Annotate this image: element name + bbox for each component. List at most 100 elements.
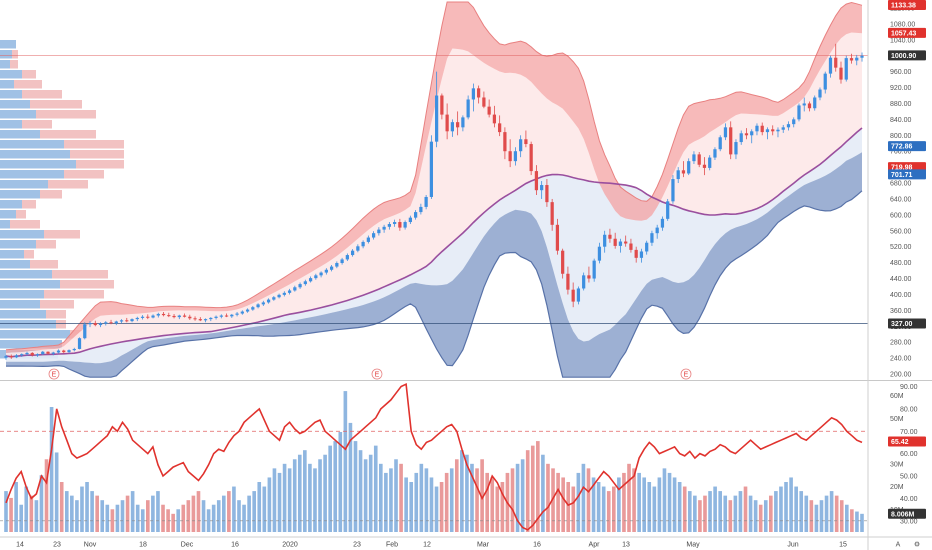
- volume-profile-down-bar: [30, 260, 58, 269]
- candle-body: [193, 318, 197, 320]
- price-badge-label: 1000.90: [891, 53, 916, 60]
- volume-profile-up-bar: [0, 270, 52, 279]
- volume-bar: [216, 500, 221, 532]
- candle-body: [140, 316, 145, 318]
- volume-bar: [4, 491, 8, 532]
- volume-bar: [525, 450, 530, 532]
- volume-bar: [556, 472, 560, 532]
- price-tick-label: 240.00: [890, 356, 912, 363]
- candle-body: [340, 259, 344, 264]
- candle-body: [209, 317, 213, 320]
- candle-body: [603, 234, 607, 247]
- candle-body: [429, 141, 433, 197]
- price-badge: [888, 27, 926, 38]
- volume-bar: [384, 472, 388, 532]
- volume-bar: [591, 477, 596, 532]
- volume-bar: [738, 491, 743, 532]
- rsi-tick-label: 50.00: [900, 474, 918, 481]
- volume-profile-down-bar: [30, 100, 82, 109]
- volume-bar: [698, 500, 702, 532]
- volume-bar: [677, 482, 682, 532]
- candle-body: [445, 114, 449, 132]
- volume-bar: [611, 486, 616, 532]
- volume-bar: [789, 477, 793, 532]
- candle-body: [188, 316, 192, 319]
- volume-bar: [779, 486, 783, 532]
- volume-profile-up-bar: [0, 50, 12, 59]
- volume-bar: [763, 500, 768, 532]
- volume-profile-down-bar: [22, 70, 36, 79]
- volume-bar: [855, 511, 859, 532]
- candle-body: [545, 185, 549, 203]
- price-tick-label: 200.00: [890, 372, 912, 379]
- volume-bar: [799, 491, 804, 532]
- volume-bar: [495, 486, 500, 532]
- volume-bar: [632, 468, 636, 532]
- volume-bar: [804, 495, 809, 532]
- rsi-tick-label: 80.00: [900, 406, 918, 413]
- volume-bar: [682, 486, 687, 532]
- volume-profile-down-bar: [70, 150, 124, 159]
- volume-bar: [546, 463, 550, 532]
- volume-profile-up-bar: [0, 130, 40, 139]
- price-tick-label: 640.00: [890, 196, 912, 203]
- volume-bar: [586, 468, 591, 532]
- candle-body: [555, 224, 560, 251]
- volume-profile-down-bar: [56, 320, 66, 329]
- price-tick-label: 440.00: [890, 276, 912, 283]
- candle-body: [298, 284, 302, 288]
- volume-bar: [64, 491, 69, 532]
- volume-bar: [29, 495, 34, 532]
- volume-bar: [748, 495, 753, 532]
- rsi-tick-label: 90.00: [900, 384, 918, 391]
- volume-profile-down-bar: [40, 190, 62, 199]
- volume-bar: [34, 500, 39, 532]
- settings-gear-icon[interactable]: ⚙: [914, 541, 920, 549]
- price-badge-label: 1133.38: [891, 3, 916, 10]
- candle-body: [807, 103, 812, 109]
- volume-bar: [728, 500, 733, 532]
- volume-bar: [120, 500, 125, 532]
- candle-body: [844, 58, 848, 80]
- volume-bar: [232, 486, 236, 532]
- volume-bar: [718, 491, 722, 532]
- volume-bar: [662, 468, 667, 532]
- price-badge: [888, 0, 926, 10]
- candle-body: [671, 179, 675, 202]
- candle-body: [734, 142, 738, 155]
- volume-bar: [394, 459, 398, 532]
- candle-body: [498, 123, 502, 133]
- candle-body: [25, 352, 29, 355]
- auto-scale-toggle[interactable]: A: [896, 542, 901, 549]
- volume-bar: [54, 452, 59, 532]
- volume-profile-down-bar: [44, 230, 80, 239]
- price-tick-label: 680.00: [890, 181, 912, 188]
- volume-bar: [642, 477, 647, 532]
- volume-bar: [708, 491, 712, 532]
- candle-body: [67, 350, 71, 353]
- rsi-tick-label: 70.00: [900, 429, 918, 436]
- candle-body: [214, 316, 218, 318]
- candle-body: [797, 105, 801, 120]
- volume-bar: [353, 441, 358, 532]
- candle-body: [519, 139, 523, 152]
- volume-bar: [237, 500, 241, 532]
- volume-bar: [313, 468, 317, 532]
- volume-bar: [156, 491, 160, 532]
- volume-bar: [581, 463, 586, 532]
- candle-body: [329, 266, 334, 270]
- price-tick-label: 960.00: [890, 69, 912, 76]
- candle-body: [755, 125, 759, 132]
- volume-bar: [161, 504, 165, 532]
- candle-body: [818, 89, 822, 98]
- candle-body: [534, 171, 539, 191]
- price-tick-label: 480.00: [890, 260, 912, 267]
- volume-bar: [262, 486, 267, 532]
- volume-bar: [510, 468, 515, 532]
- lower-band-line: [6, 190, 863, 378]
- volume-bar: [277, 472, 282, 532]
- volume-bar: [439, 482, 444, 532]
- volume-bar: [70, 495, 74, 532]
- candle-body: [182, 315, 187, 317]
- candle-body: [266, 299, 271, 303]
